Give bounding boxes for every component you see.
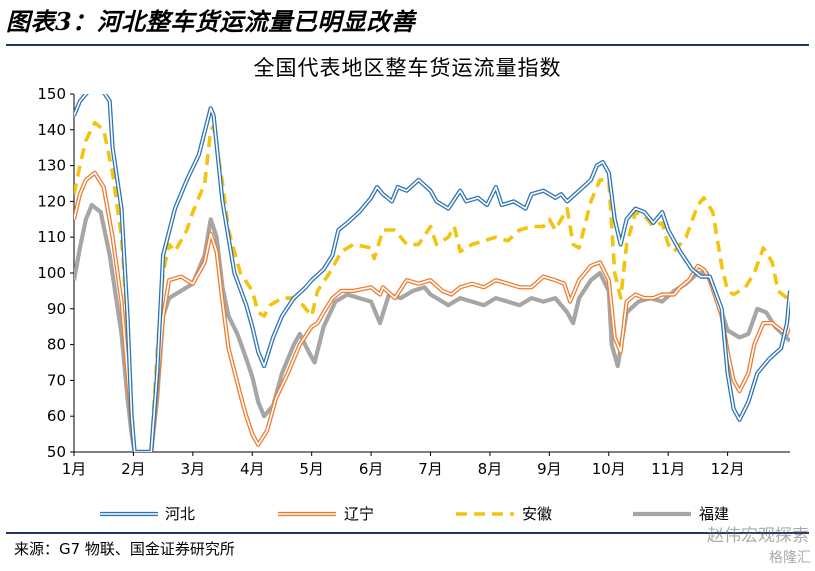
x-tick-label: 11月 [651,460,685,478]
watermark: 赵伟宏观探索 [707,526,809,546]
figure-title: 图表3：河北整车货运流量已明显改善 [6,7,416,36]
chart-legend: 河北 辽宁 安徽 福建 [100,505,729,523]
x-tick-label: 10月 [592,460,626,478]
y-tick-label: 70 [47,371,66,389]
series-line [74,170,790,452]
y-tick-label: 100 [37,264,66,282]
y-tick-label: 110 [37,228,66,246]
legend-label: 河北 [165,505,195,523]
x-tick-label: 5月 [299,460,324,478]
series-河北 [74,94,790,452]
legend-item-安徽: 安徽 [456,505,552,523]
series-line-inner [74,172,790,452]
x-tick-label: 4月 [240,460,265,478]
legend-label: 辽宁 [344,505,374,523]
legend-item-福建: 福建 [633,505,729,523]
top-rule [6,44,809,46]
legend-item-辽宁: 辽宁 [278,505,374,523]
y-tick-label: 60 [47,407,66,425]
x-tick-label: 8月 [478,460,503,478]
chart-axes: 50 60 70 80 90 100 110 120 130 140 150 1月 2月 3月 4月 5月 6月… [37,85,790,478]
y-tick-label: 90 [47,300,66,318]
legend-label: 安徽 [522,505,552,523]
y-tick-label: 120 [37,192,66,210]
x-tick-label: 2月 [121,460,146,478]
series-安徽 [74,120,790,452]
bottom-rule [6,532,809,534]
y-tick-label: 50 [47,443,66,461]
chart-title: 全国代表地区整车货运流量指数 [253,56,562,80]
watermark-secondary: 格隆汇 [769,550,811,566]
chart-plot-area [74,94,790,452]
legend-label: 福建 [699,505,729,523]
x-tick-label: 12月 [711,460,745,478]
y-tick-label: 150 [37,85,66,103]
x-tick-label: 1月 [62,460,87,478]
y-tick-label: 130 [37,157,66,175]
series-line [74,94,790,452]
series-line-inner [74,94,790,452]
x-tick-label: 7月 [418,460,443,478]
x-tick-label: 3月 [181,460,206,478]
x-tick-label: 9月 [537,460,562,478]
x-tick-label: 6月 [359,460,384,478]
source-note: 来源：G7 物联、国金证券研究所 [14,540,235,558]
series-辽宁 [74,170,790,452]
y-tick-label: 140 [37,121,66,139]
series-line [74,120,790,452]
y-tick-label: 80 [47,336,66,354]
legend-item-河北: 河北 [100,505,195,523]
